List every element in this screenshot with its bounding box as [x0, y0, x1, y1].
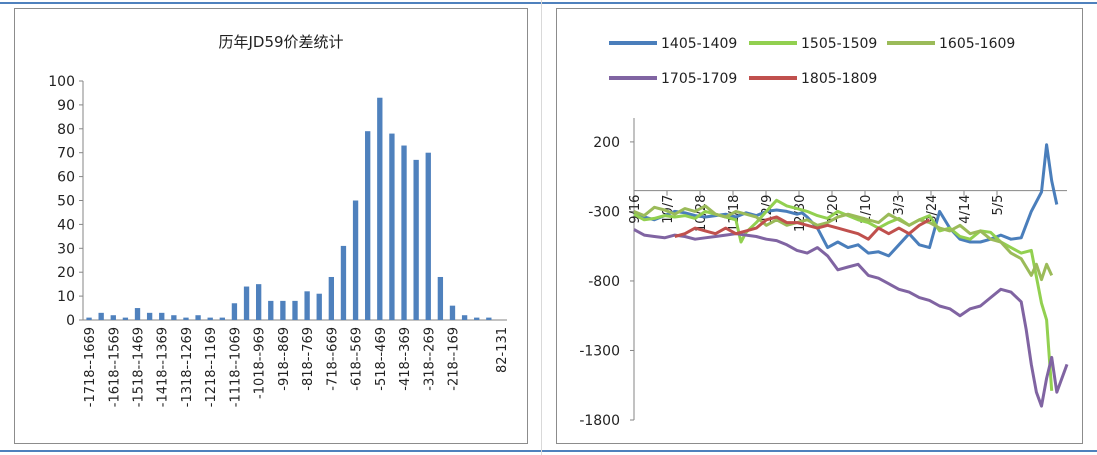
x-tick-label: -1518--1469 [132, 327, 147, 407]
x-tick-label: -1018--969 [253, 327, 268, 399]
y-tick-label: 100 [48, 74, 75, 90]
y-tick-label: -1300 [579, 343, 620, 359]
line-chart-panel: 1405-1409 1505-1509 1605-1609 1705-1709 1805… [556, 8, 1083, 444]
bar [413, 159, 419, 320]
legend-label: 1505-1509 [801, 36, 877, 52]
bar [328, 276, 335, 320]
bar [146, 312, 153, 320]
legend-label: 1805-1809 [801, 71, 877, 87]
bar [207, 317, 213, 320]
series-line-1505-1509 [633, 198, 1054, 391]
bar [183, 317, 189, 320]
x-tick-label: -1718--1669 [83, 327, 98, 407]
legend-label: 1405-1409 [661, 36, 737, 52]
bar [219, 317, 225, 320]
x-tick-label: -218--169 [446, 327, 461, 391]
bar [449, 305, 456, 320]
bar [304, 291, 310, 320]
line-chart: 1405-1409 1505-1509 1605-1609 1705-1709 1805… [579, 36, 1069, 429]
panel-divider [541, 0, 542, 455]
x-tick-label: -618--569 [350, 327, 365, 391]
bar [377, 97, 383, 320]
x-tick-label: -918--869 [277, 327, 292, 391]
x-tick-label: -518--469 [374, 327, 389, 391]
x-tick-label: 82-131 [495, 327, 510, 373]
series-line-1705-1709 [633, 228, 1069, 408]
bar [316, 293, 322, 320]
bar-chart-panel: 历年JD59价差统计 0 10 20 30 40 50 60 70 80 90 100 -1718-… [14, 8, 528, 444]
y-tick-label: 0 [66, 313, 75, 329]
bar [86, 317, 92, 320]
bar [292, 300, 298, 320]
y-tick-label: -300 [588, 204, 620, 220]
y-tick-label: 90 [57, 98, 75, 114]
bar [110, 315, 116, 320]
top-border [0, 2, 1097, 4]
chart-title: 历年JD59价差统计 [218, 33, 343, 51]
series-line-1405-1409 [633, 143, 1059, 258]
bar [134, 308, 141, 320]
x-tick-label: -318--269 [422, 327, 437, 391]
bar [268, 300, 274, 320]
series-line-1605-1609 [633, 204, 1054, 282]
bar [195, 315, 201, 320]
x-tick-label: -418--369 [398, 327, 413, 391]
bar [486, 317, 492, 320]
y-tick-label: 60 [57, 170, 75, 186]
x-tick-label: 5/5 [991, 195, 1006, 216]
x-tick-label: -1318--1269 [180, 327, 195, 407]
bar [389, 133, 395, 320]
bar [171, 315, 177, 320]
y-tick-label: 70 [57, 146, 75, 162]
bar [255, 284, 262, 320]
bar [98, 312, 104, 320]
bar [340, 245, 347, 320]
bottom-border [0, 450, 1097, 452]
x-tick-label: 4/14 [958, 195, 973, 224]
x-tick-label: -718--669 [325, 327, 340, 391]
x-tick-label: -818--769 [301, 327, 316, 391]
bar [461, 315, 468, 320]
bar [474, 317, 480, 320]
bar [425, 152, 431, 320]
bar [243, 286, 250, 320]
legend-label: 1605-1609 [939, 36, 1015, 52]
y-tick-label: -1800 [579, 413, 620, 429]
bar [122, 317, 129, 320]
y-tick-label: 80 [57, 122, 75, 138]
y-tick-label: 200 [593, 135, 620, 151]
bar [280, 300, 286, 320]
x-tick-label: -1618--1569 [107, 327, 122, 407]
bar-chart: 历年JD59价差统计 0 10 20 30 40 50 60 70 80 90 100 -1718-… [48, 33, 510, 407]
y-tick-label: 40 [57, 217, 75, 233]
bar [231, 303, 238, 320]
legend-label: 1705-1709 [661, 71, 737, 87]
x-tick-label: -1218--1169 [204, 327, 219, 407]
x-tick-label: -1118--1069 [228, 327, 243, 407]
bar [437, 276, 444, 320]
bar [352, 200, 359, 320]
x-tick-label: 2/10 [859, 195, 874, 224]
y-tick-label: 10 [57, 289, 75, 305]
y-tick-label: 20 [57, 265, 75, 281]
y-tick-label: 30 [57, 241, 75, 257]
x-tick-label: -1418--1369 [156, 327, 171, 407]
bar [401, 145, 407, 320]
series-line-1805-1809 [674, 215, 931, 241]
bar [365, 131, 371, 320]
bar [159, 312, 165, 320]
x-tick-label: 3/3 [892, 195, 907, 216]
y-tick-label: 50 [57, 194, 75, 210]
y-tick-label: -800 [588, 274, 620, 290]
